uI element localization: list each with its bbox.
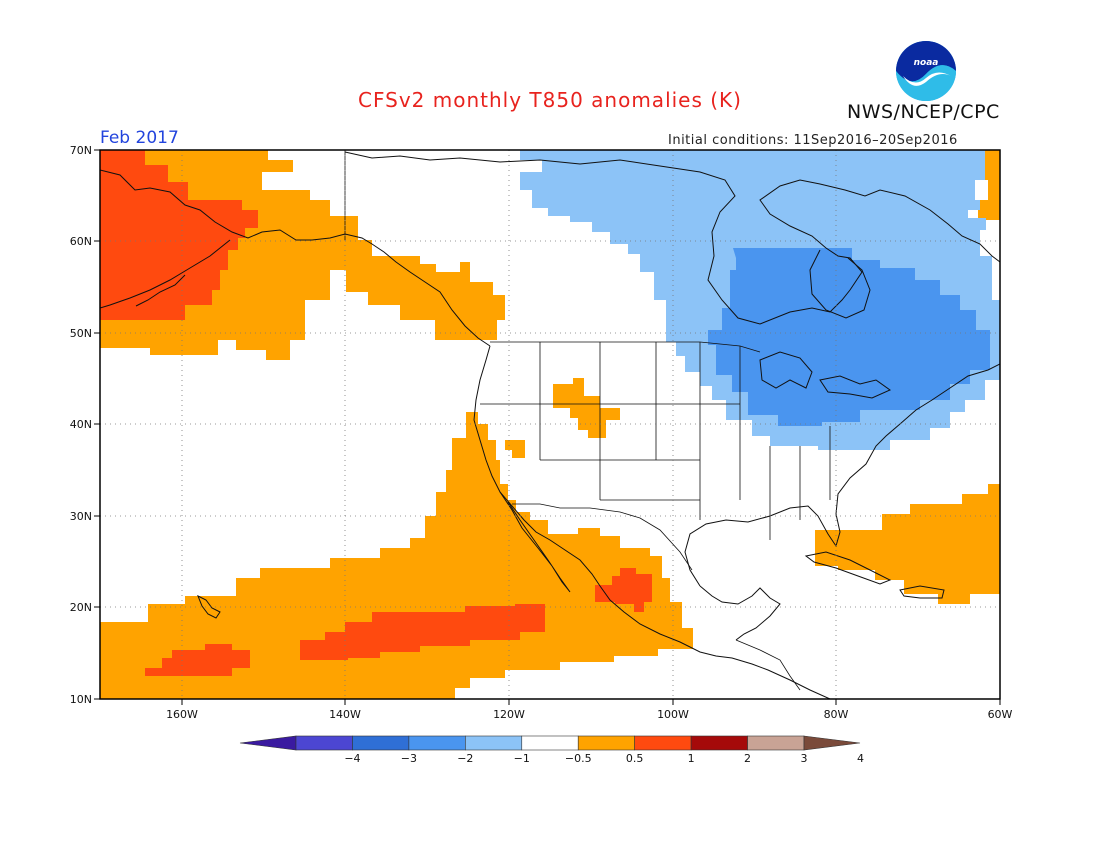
axis-ticks — [94, 149, 1001, 705]
alaska-peninsula — [100, 239, 231, 309]
baja-california — [499, 491, 571, 593]
lon-label: 120W — [493, 708, 525, 721]
lon-label: 80W — [824, 708, 849, 721]
lat-label: 30N — [70, 510, 92, 523]
valid-month-label: Feb 2017 — [100, 128, 179, 148]
lon-label: 160W — [166, 708, 198, 721]
anomaly-fields — [100, 150, 1000, 699]
colorbar-label: −0.5 — [565, 752, 592, 765]
hot-region-mexico — [595, 568, 652, 612]
warm-region-great-basin — [505, 440, 525, 458]
hot-region-alaska — [100, 150, 258, 320]
colorbar: −4 −3 −2 −1 −0.5 0.5 1 2 3 4 — [239, 735, 864, 765]
colorbar-swatch — [352, 735, 410, 751]
colorbar-label: −1 — [514, 752, 530, 765]
hot-region-pacific — [300, 604, 545, 660]
warm-region-atlantic — [815, 484, 1000, 604]
colorbar-swatch — [634, 735, 692, 751]
lon-label: 100W — [657, 708, 689, 721]
warm-region-far-ne — [978, 150, 1000, 220]
us-state-lines — [480, 342, 831, 540]
lat-label: 50N — [70, 327, 92, 340]
colorbar-swatch — [577, 735, 635, 751]
colorbar-label: 1 — [688, 752, 695, 765]
lat-label: 70N — [70, 144, 92, 157]
lon-label: 60W — [988, 708, 1013, 721]
noaa-logo-icon: noaa — [896, 41, 956, 101]
us-mexico-border — [512, 503, 693, 571]
colorbar-swatch — [295, 735, 353, 751]
colorbar-swatch — [747, 735, 805, 751]
us-west-coast — [473, 345, 831, 699]
lon-label: 140W — [329, 708, 361, 721]
colorbar-label: 2 — [744, 752, 751, 765]
cold-region-eastern-canada — [708, 248, 990, 426]
hispaniola-outline — [899, 585, 945, 599]
agency-label: NWS/NCEP/CPC — [847, 101, 1000, 123]
colorbar-label: 0.5 — [626, 752, 644, 765]
colorbar-label: 4 — [857, 752, 864, 765]
yucatan-coast — [699, 585, 781, 641]
central-america — [735, 639, 801, 691]
alaska-coastline — [100, 169, 491, 347]
great-lakes — [759, 351, 892, 399]
colorbar-label: −4 — [344, 752, 360, 765]
aleutian-chain — [135, 274, 186, 307]
hawaii-islands — [197, 594, 221, 619]
lat-label: 20N — [70, 601, 92, 614]
hot-region-hawaii — [145, 644, 250, 676]
colorbar-swatch — [690, 735, 748, 751]
grid-lines — [100, 150, 1000, 699]
colorbar-swatch — [408, 735, 466, 751]
colorbar-max-arrow — [803, 735, 861, 751]
warm-region-rockies — [553, 378, 620, 438]
initial-conditions-label: Initial conditions: 11Sep2016–20Sep2016 — [668, 133, 958, 148]
lat-label: 40N — [70, 418, 92, 431]
colorbar-label: −2 — [457, 752, 473, 765]
gulf-of-mexico-coast — [684, 363, 1000, 587]
chart-title: CFSv2 monthly T850 anomalies (K) — [358, 88, 742, 112]
lat-label: 10N — [70, 693, 92, 706]
logo-text: noaa — [914, 58, 939, 68]
colorbar-label: 3 — [801, 752, 808, 765]
colorbar-swatch — [521, 735, 579, 751]
colorbar-min-arrow — [239, 735, 297, 751]
colorbar-label: −3 — [401, 752, 417, 765]
lat-label: 60N — [70, 235, 92, 248]
cuba-outline — [804, 551, 892, 585]
hudson-bay — [809, 249, 871, 319]
coastlines — [100, 151, 1000, 699]
colorbar-swatch — [465, 735, 523, 751]
political-borders — [344, 150, 831, 691]
